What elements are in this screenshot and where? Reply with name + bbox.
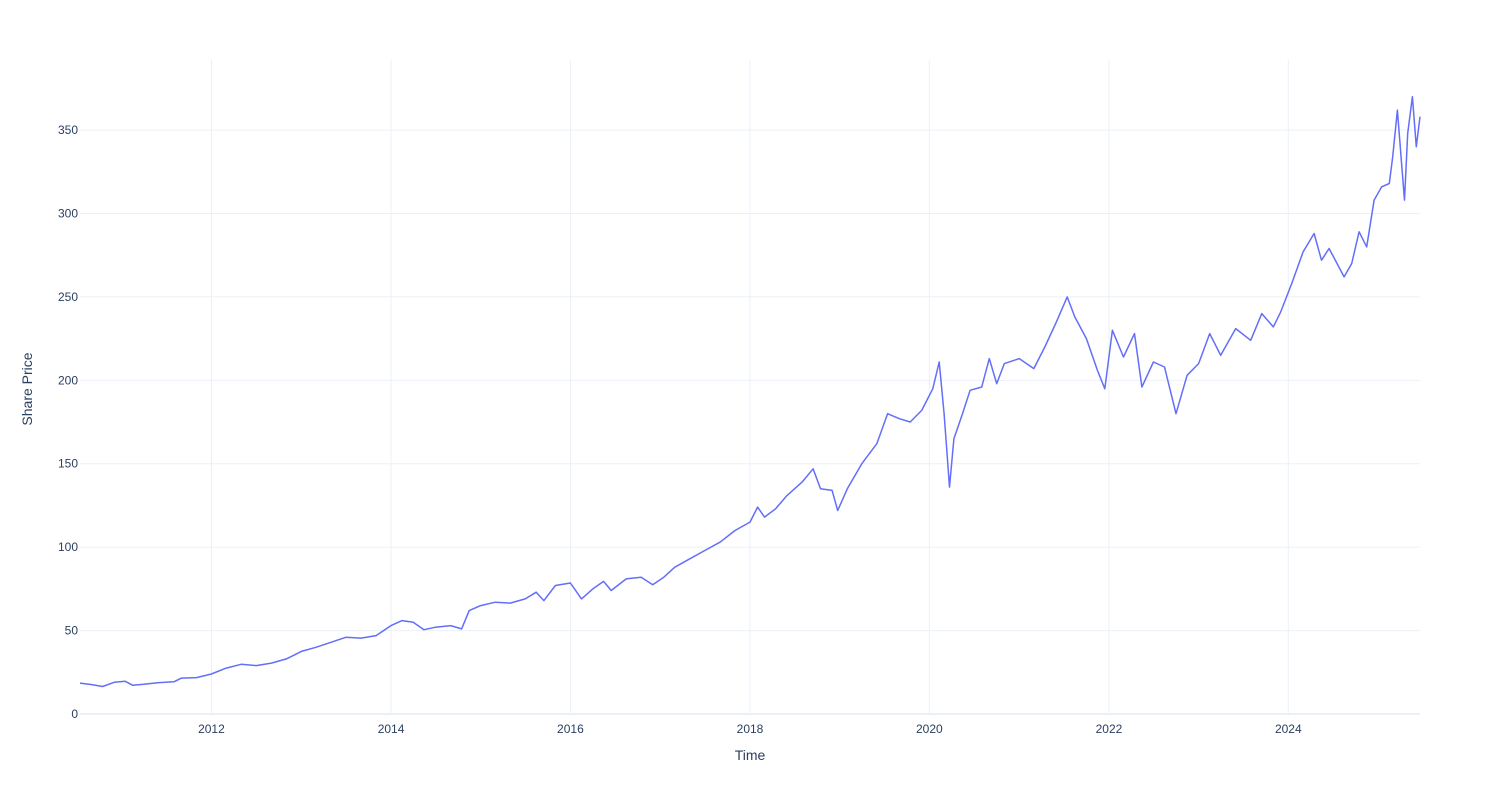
- series-line: [79, 95, 1421, 688]
- x-tick-label: 2022: [1096, 722, 1123, 736]
- y-tick-label: 100: [58, 540, 78, 554]
- x-tick-label: 2020: [916, 722, 943, 736]
- y-axis-title: Share Price: [19, 352, 35, 425]
- y-tick-label: 300: [58, 206, 78, 220]
- y-tick-label: 200: [58, 373, 78, 387]
- y-tick-label: 50: [65, 624, 79, 638]
- x-tick-label: 2018: [737, 722, 764, 736]
- x-tick-label: 2012: [198, 722, 225, 736]
- series-layer: [79, 95, 1421, 688]
- y-tick-labels: 0 50 100 150 200 250 300 350: [58, 123, 78, 721]
- y-gridlines: [80, 129, 1420, 715]
- y-tick-label: 250: [58, 290, 78, 304]
- y-tick-label: 350: [58, 123, 78, 137]
- y-tick-label: 150: [58, 457, 78, 471]
- x-tick-label: 2024: [1275, 722, 1302, 736]
- x-tick-labels: 2012 2014 2016 2018 2020 2022 2024: [198, 722, 1302, 736]
- x-tick-label: 2016: [557, 722, 584, 736]
- x-gridlines: [210, 60, 1289, 714]
- x-tick-label: 2014: [378, 722, 405, 736]
- x-axis-title: Time: [735, 747, 766, 763]
- y-tick-label: 0: [71, 707, 78, 721]
